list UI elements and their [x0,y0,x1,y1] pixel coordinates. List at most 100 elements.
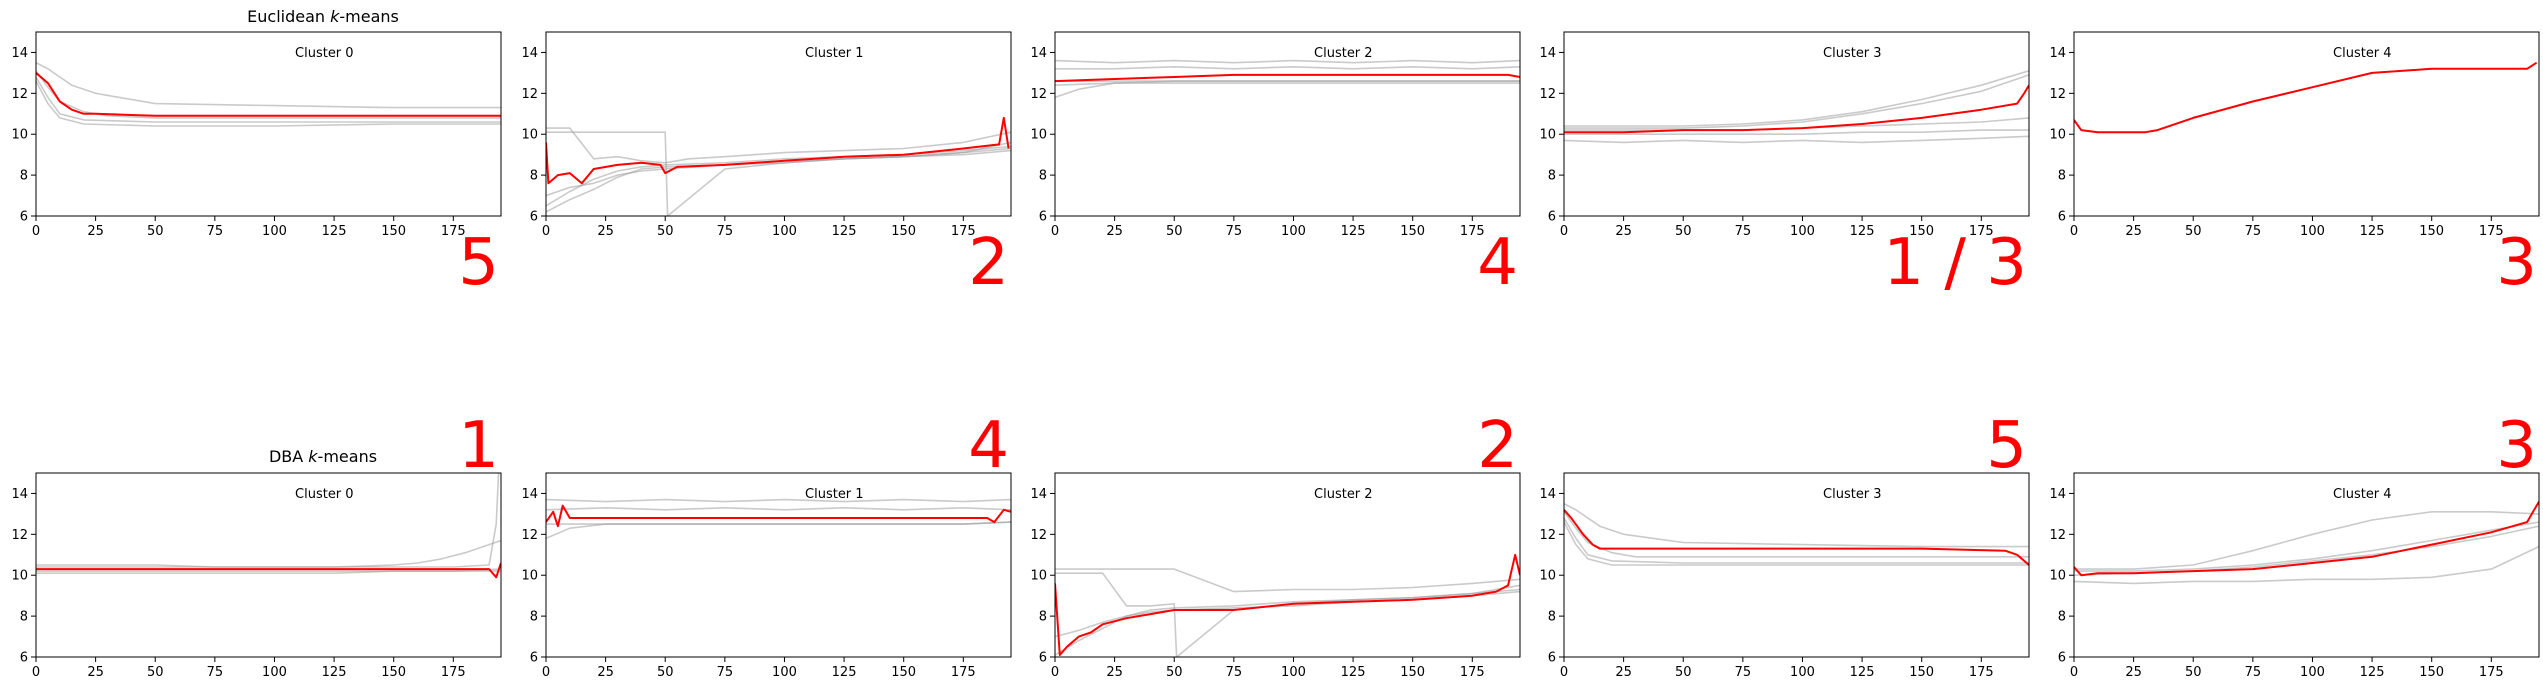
y-tick-label: 10 [1539,569,1556,584]
y-tick-label: 10 [521,128,538,143]
x-tick-label: 175 [441,224,466,239]
x-tick-label: 150 [1909,665,1934,680]
x-tick-label: 175 [1460,224,1485,239]
member-series-line [36,61,501,109]
cluster-title: Cluster 1 [805,487,864,502]
x-tick-label: 25 [597,665,614,680]
subplot-1-2: 0 25 50 75 100 125 150 175 6 8 10 12 14 Cluster 2 2 [1030,409,1521,680]
member-series-line [36,539,501,568]
series-group [1564,70,2029,144]
x-tick-label: 25 [2125,224,2142,239]
subplot-1-4: 0 25 50 75 100 125 150 175 6 8 10 12 14 Cluster 4 3 [2049,409,2540,680]
plot-frame [2073,472,2540,658]
y-tick-label: 6 [1548,210,1556,225]
rank-label: 2 [1477,409,1518,483]
member-series-line [546,521,1011,540]
x-tick-label: 75 [717,224,734,239]
plot-frame [545,472,1012,658]
x-tick-label: 150 [2419,224,2444,239]
member-series-line [1564,135,2029,144]
y-tick-label: 8 [1548,169,1556,184]
rank-label: 1 [458,409,499,483]
subplot-0-1: 0 25 50 75 100 125 150 175 6 8 10 12 14 Cluster 1 2 [521,31,1012,300]
y-tick-label: 12 [1030,87,1047,102]
y-tick-label: 8 [2058,169,2066,184]
y-tick-label: 6 [20,651,28,666]
x-tick-label: 175 [951,224,976,239]
y-tick-label: 8 [20,169,28,184]
mean-series-line [36,72,501,117]
y-tick-label: 10 [2049,569,2066,584]
cluster-title: Cluster 3 [1823,487,1882,502]
x-tick-label: 25 [1615,224,1632,239]
member-series-line [1564,517,2029,564]
x-tick-label: 150 [381,224,406,239]
x-tick-label: 25 [87,665,104,680]
x-tick-label: 0 [1051,224,1059,239]
x-tick-label: 50 [2185,224,2202,239]
series-group [36,61,501,127]
x-tick-label: 50 [147,665,164,680]
mean-series-line [1564,509,2029,566]
x-tick-label: 175 [2479,665,2504,680]
mean-series-line [1564,84,2029,134]
row-title-suffix: -means [339,7,399,26]
y-tick-label: 14 [1030,487,1047,502]
member-series-line [2074,545,2539,585]
rank-label: 3 [2496,226,2537,300]
row-title-prefix: DBA [268,447,309,466]
cluster-title: Cluster 1 [805,46,864,61]
subplot-1-3: 0 25 50 75 100 125 150 175 6 8 10 12 14 Cluster 3 5 [1539,409,2030,680]
series-group [1055,59,1520,99]
y-tick-label: 10 [1030,128,1047,143]
x-tick-label: 0 [2070,224,2078,239]
x-tick-label: 50 [2185,665,2202,680]
member-series-line [36,473,500,568]
y-tick-label: 8 [2058,610,2066,625]
y-tick-label: 8 [1039,169,1047,184]
y-tick-label: 12 [1030,528,1047,543]
mean-series-line [2074,61,2538,134]
y-tick-label: 12 [1539,528,1556,543]
x-tick-label: 125 [832,665,857,680]
x-tick-label: 0 [1560,665,1568,680]
x-tick-label: 75 [1226,665,1243,680]
y-tick-label: 14 [1539,46,1556,61]
y-tick-label: 6 [20,210,28,225]
x-tick-label: 100 [1790,665,1815,680]
y-tick-label: 12 [2049,87,2066,102]
rank-label: 3 [2496,409,2537,483]
y-tick-label: 10 [2049,128,2066,143]
plot-frame [2073,31,2540,217]
mean-series-line [2074,501,2539,577]
y-tick-label: 14 [11,46,28,61]
x-tick-label: 175 [1969,665,1994,680]
plot-frame [1054,472,1521,658]
subplot-0-2: 0 25 50 75 100 125 150 175 6 8 10 12 14 Cluster 2 4 [1030,31,1521,300]
cluster-title: Cluster 0 [295,46,354,61]
x-tick-label: 150 [891,665,916,680]
y-tick-label: 6 [530,651,538,666]
y-tick-label: 14 [521,46,538,61]
x-tick-label: 25 [87,224,104,239]
row-title-k: k [330,7,340,26]
dba-kmeans-title: DBA k-means [269,447,377,466]
y-tick-label: 14 [521,487,538,502]
rank-label: 4 [968,409,1009,483]
x-tick-label: 25 [597,224,614,239]
member-series-line [546,127,1011,164]
row-title-prefix: Euclidean [247,7,331,26]
x-tick-label: 25 [1615,665,1632,680]
x-tick-label: 75 [2245,224,2262,239]
subplot-1-1: 0 25 50 75 100 125 150 175 6 8 10 12 14 Cluster 1 4 [521,409,1012,680]
x-tick-label: 150 [381,665,406,680]
plot-frame [35,31,502,217]
x-tick-label: 50 [1675,665,1692,680]
y-tick-label: 10 [1030,569,1047,584]
subplot-0-3: 0 25 50 75 100 125 150 175 6 8 10 12 14 Cluster 3 1 / … [1539,31,2030,300]
x-tick-label: 50 [657,665,674,680]
y-tick-label: 12 [1539,87,1556,102]
y-tick-label: 12 [11,87,28,102]
plot-frame [1563,31,2030,217]
x-tick-label: 75 [717,665,734,680]
